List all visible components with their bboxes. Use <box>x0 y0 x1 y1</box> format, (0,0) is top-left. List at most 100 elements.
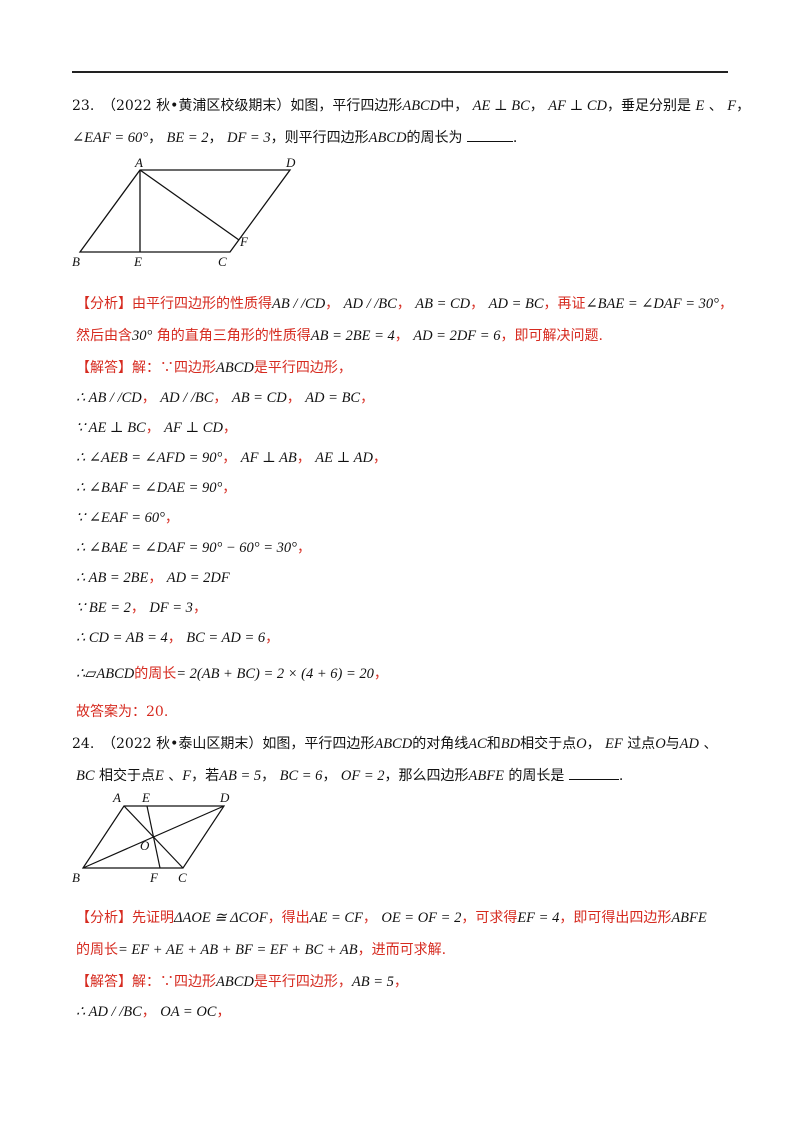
q24-ad: AD <box>679 736 700 752</box>
q24-answer-blank <box>568 767 619 780</box>
q24-analysis-m6: = EF + AE + AB + BF = EF + BC + AB <box>118 942 358 958</box>
q24-bc: BC <box>76 768 95 784</box>
q24-analysis-t6: ，进而可求解. <box>357 942 447 958</box>
q24-analysis-m1: ΔAOE ≅ ΔCOF <box>174 910 268 926</box>
q24-segment-ef <box>146 805 161 869</box>
q24-number: 24. <box>72 736 95 752</box>
q23-analysis-m7: AB = 2BE = 4 <box>310 328 395 344</box>
q24-figure: A E D O B F C <box>72 790 230 885</box>
q23-answer-blank <box>466 129 513 142</box>
q24-solution-t0b: 是平行四边形， <box>253 974 352 990</box>
q23-stem-line1: 23. （2022 秋•黄浦区校级期末）如图，平行四边形ABCD中， AE ⊥ B… <box>72 96 750 116</box>
q23-solution-line3: ∴ ∠AEB = ∠AFD = 90°， AF ⊥ AB， AE ⊥ AD， <box>76 450 387 466</box>
q24-analysis-t2: ，得出 <box>267 910 310 926</box>
q23-sol-l3b: AF ⊥ AB <box>240 450 297 466</box>
q23-sol-l4: ∴ ∠BAF = ∠DAE = 90° <box>76 480 223 496</box>
q23-comma4: ， <box>208 130 223 146</box>
q23-source: （2022 秋•黄浦区校级期末） <box>102 98 291 114</box>
q24-stem1: 如图，平行四边形 <box>262 736 375 752</box>
q23-sol-l3c: AE ⊥ AD <box>315 450 373 466</box>
q24-analysis-m4: EF = 4 <box>517 910 560 926</box>
q23-analysis-m6: 30° <box>132 328 153 344</box>
q23-analysis-m3: AB = CD <box>415 296 471 312</box>
q24-stem2: 的对角线 <box>412 736 469 752</box>
q24-o: O <box>576 736 587 752</box>
q24-stem-line2: BC 相交于点E 、F，若AB = 5， BC = 6， OF = 2，那么四边… <box>76 767 624 784</box>
q23-solution-line5: ∵ ∠EAF = 60°， <box>76 510 179 526</box>
q24-solution-m0: ABCD <box>216 974 254 990</box>
q24-analysis-t1: 先证明 <box>132 910 174 926</box>
q24-label-a: A <box>112 790 121 805</box>
q23-stem2: ，则平行四边形 <box>270 130 369 146</box>
q23-sol-l8b: DF = 3 <box>149 600 193 616</box>
q24-analysis-tag: 【分析】 <box>76 910 132 926</box>
q23-number: 23. <box>72 98 95 114</box>
q24-analysis-m3: OE = OF = 2 <box>381 910 462 926</box>
q23-sol-l10b: = 2(AB + BC) = 2 × (4 + 6) = 20 <box>176 666 374 682</box>
q24-solution-line1: ∴ AD / /BC， OA = OC， <box>76 1004 231 1020</box>
q23-parallelogram <box>78 169 292 253</box>
q23-analysis-line2: 然后由含30° 角的直角三角形的性质得AB = 2BE = 4， AD = 2D… <box>76 328 603 344</box>
q23-foot-text: ，垂足分别是 <box>607 98 691 114</box>
q24-cond-ab: AB = 5 <box>219 768 262 784</box>
q23-analysis-line1: 【分析】由平行四边形的性质得AB / /CD， AD / /BC， AB = C… <box>76 296 733 312</box>
q23-abcd2: ABCD <box>368 130 407 146</box>
q24-analysis-t5: 的周长 <box>76 942 118 958</box>
q23-sol-l1b: AD / /BC <box>160 390 214 406</box>
q23-analysis-tag: 【分析】 <box>76 296 132 312</box>
q23-point-e: E <box>695 98 705 114</box>
header-rule <box>72 71 728 73</box>
q23-solution-line8: ∵ BE = 2， DF = 3， <box>76 600 207 616</box>
q24-label-f: F <box>149 870 159 885</box>
q23-label-a: A <box>134 155 143 170</box>
q24-o2: O <box>655 736 666 752</box>
q24-sol-l1a: ∴ AD / /BC <box>76 1004 142 1020</box>
q23-answer: 故答案为：20. <box>76 704 169 720</box>
q24-stem6: 相交于点 <box>98 768 155 784</box>
q23-solution-line6: ∴ ∠BAE = ∠DAF = 90° − 60° = 30°， <box>76 540 311 556</box>
q23-comma3: ， <box>148 130 163 146</box>
q23-sol-l3a: ∴ ∠AEB = ∠AFD = 90° <box>76 450 223 466</box>
q24-analysis-t4: ，即可得出四边形 <box>559 910 672 926</box>
q23-comma: ， <box>529 98 544 114</box>
q24-cond-of: OF = 2 <box>340 768 385 784</box>
q24-ruo: ，若 <box>191 768 220 784</box>
q23-label-d: D <box>285 155 296 170</box>
q23-analysis-m1: AB / /CD <box>272 296 326 312</box>
q23-sol-l10t: 的周长 <box>134 666 177 682</box>
q23-label-c: C <box>218 254 227 269</box>
q24-e: E <box>154 768 164 784</box>
q23-solution-line4: ∴ ∠BAF = ∠DAE = 90°， <box>76 480 237 496</box>
q23-abcd: ABCD <box>402 98 441 114</box>
q23-point-f: F <box>727 98 737 114</box>
q23-analysis-m4: AD = BC <box>488 296 544 312</box>
q23-analysis-m2: AD / /BC <box>343 296 397 312</box>
q23-dun: 、 <box>708 98 723 114</box>
q24-analysis-m2: AE = CF <box>309 910 363 926</box>
q24-stem-line1: 24. （2022 秋•泰山区期末）如图，平行四边形ABCD的对角线AC和BD相交… <box>72 736 718 752</box>
q24-analysis-line2: 的周长= EF + AE + AB + BF = EF + BC + AB，进而… <box>76 940 446 960</box>
q23-zhong: 中， <box>440 98 469 114</box>
q23-sol-l7a: ∴ AB = 2BE <box>76 570 149 586</box>
q23-answer-line: 故答案为：20. <box>76 702 168 722</box>
q23-sol-l5: ∵ ∠EAF = 60° <box>76 510 165 526</box>
q23-stem-text: 如图，平行四边形 <box>290 98 403 114</box>
q24-stem5: 与 <box>665 736 680 752</box>
q23-figure: A D B E C F <box>72 155 296 269</box>
q24-label-e: E <box>141 790 150 805</box>
q23-solution-t0: 解：∵四边形 <box>132 360 216 376</box>
q24-solution-m0b: AB = 5 <box>351 974 394 990</box>
q23-comma2: ， <box>736 98 751 114</box>
q24-sol-l1b: OA = OC <box>160 1004 217 1020</box>
q23-solution-line2: ∵ AE ⊥ BC， AF ⊥ CD， <box>76 420 237 436</box>
q23-sol-l7b: AD = 2DF <box>166 570 230 586</box>
q23-sol-l1a: ∴ AB / /CD <box>76 390 142 406</box>
q24-solution-t0: 解：∵四边形 <box>132 974 216 990</box>
q23-label-b: B <box>72 254 80 269</box>
q23-solution-line9: ∴ CD = AB = 4， BC = AD = 6， <box>76 630 280 646</box>
q24-stem8: 的周长是 <box>508 768 565 784</box>
q24-abcd: ABCD <box>374 736 413 752</box>
q24-analysis-m5: ABFE <box>671 910 707 926</box>
q23-sol-l9a: ∴ CD = AB = 4 <box>76 630 168 646</box>
q23-cond-angle: ∠EAF = 60° <box>72 130 149 146</box>
